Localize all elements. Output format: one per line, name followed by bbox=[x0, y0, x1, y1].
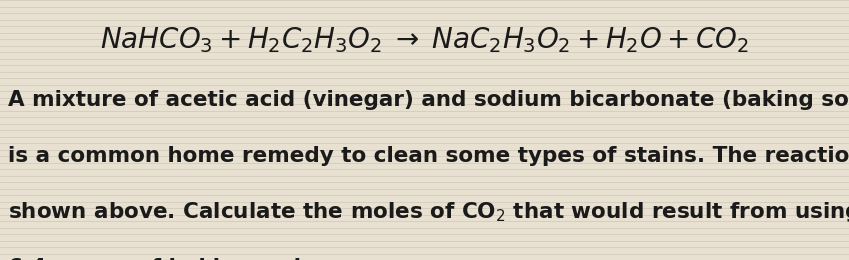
Text: $\mathit{NaHCO_3 + H_2C_2H_3O_2 \;\rightarrow\; NaC_2H_3O_2 + H_2O + CO_2}$: $\mathit{NaHCO_3 + H_2C_2H_3O_2 \;\right… bbox=[100, 25, 749, 55]
Text: is a common home remedy to clean some types of stains. The reaction is: is a common home remedy to clean some ty… bbox=[8, 146, 849, 166]
Text: shown above. Calculate the moles of CO$_2$ that would result from using: shown above. Calculate the moles of CO$_… bbox=[8, 200, 849, 224]
Text: A mixture of acetic acid (vinegar) and sodium bicarbonate (baking soda): A mixture of acetic acid (vinegar) and s… bbox=[8, 90, 849, 110]
Text: 6.4 grams of baking soda.: 6.4 grams of baking soda. bbox=[8, 258, 324, 260]
